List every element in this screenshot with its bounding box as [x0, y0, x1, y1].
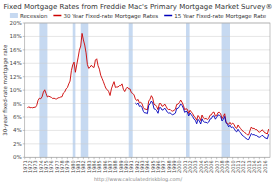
- grid-line: [25, 143, 270, 144]
- legend-label: 30 Year Fixed-rate Mortgage Rates: [63, 13, 158, 20]
- legend: Recession 30 Year Fixed-rate Mortgage Rat…: [10, 13, 267, 20]
- grid-line: [25, 63, 270, 64]
- legend-swatch: [164, 15, 172, 17]
- legend-swatch: [10, 13, 18, 18]
- series-line: [135, 101, 268, 140]
- grid-line: [25, 90, 270, 91]
- y-tick-label: 20%: [10, 20, 22, 26]
- grid-line: [25, 49, 270, 50]
- annotation: http://www.calculatedriskblog.com/: [94, 176, 183, 183]
- grid-line: [25, 130, 270, 131]
- legend-label: Recession: [20, 13, 48, 19]
- y-tick-label: 2%: [13, 141, 22, 147]
- y-tick-label: 16%: [10, 47, 22, 53]
- legend-item: Recession: [10, 13, 48, 19]
- legend-swatch: [53, 15, 61, 17]
- x-tick-label: 2016: [262, 160, 268, 173]
- y-tick-label: 10%: [10, 87, 22, 93]
- legend-item: 15 Year Fixed-rate Mortgage Rate: [164, 13, 267, 20]
- y-tick-label: 4%: [13, 127, 22, 133]
- legend-label: 15 Year Fixed-rate Mortgage Rate: [174, 13, 267, 20]
- grid-line: [25, 103, 270, 104]
- chart: Fixed Mortgage Rates from Freddie Mac's …: [0, 0, 276, 183]
- y-tick-label: 0%: [13, 154, 22, 160]
- series-line: [27, 33, 268, 134]
- legend-item: 30 Year Fixed-rate Mortgage Rates: [53, 13, 158, 20]
- y-tick-label: 14%: [10, 60, 22, 66]
- series-lines: [27, 33, 268, 139]
- grid: [23, 23, 270, 159]
- plot-frame: [25, 23, 270, 157]
- grid-line: [25, 116, 270, 117]
- y-tick-label: 6%: [13, 114, 22, 120]
- chart-title: Fixed Mortgage Rates from Freddie Mac's …: [4, 3, 273, 11]
- y-tick-label: 12%: [10, 74, 22, 80]
- y-tick-label: 18%: [10, 33, 22, 39]
- y-tick-label: 8%: [13, 101, 22, 107]
- grid-line: [25, 36, 270, 37]
- y-axis-label: 30-year fixed-rate mortgage rate: [3, 44, 10, 136]
- grid-line: [25, 76, 270, 77]
